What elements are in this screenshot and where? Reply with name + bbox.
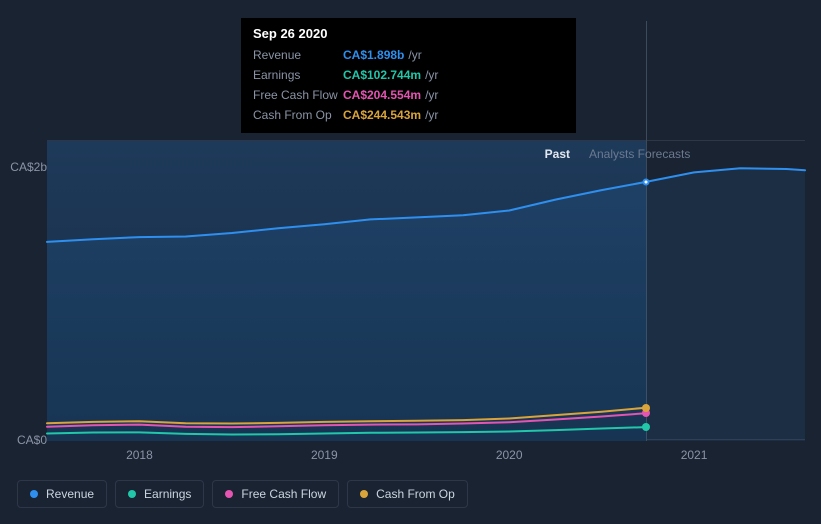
series-area-revenue [47,168,805,441]
chart-svg [47,141,805,441]
y-axis-tick-label: CA$2b [10,160,47,174]
x-axis-tick-label: 2021 [681,448,708,462]
cursor-tooltip: Sep 26 2020 RevenueCA$1.898b/yrEarningsC… [241,18,576,133]
legend-label: Earnings [144,487,191,501]
tooltip-row: RevenueCA$1.898b/yr [253,45,564,65]
legend-swatch [128,490,136,498]
tooltip-metric-label: Cash From Op [253,105,343,125]
tooltip-metric-suffix: /yr [425,65,438,85]
legend-item-cfo[interactable]: Cash From Op [347,480,468,508]
tooltip-metric-value: CA$244.543m [343,105,421,125]
financials-chart[interactable]: CA$0CA$2b Past Analysts Forecasts 201820… [17,120,805,465]
legend-swatch [225,490,233,498]
series-end-marker-cfo [642,404,650,412]
y-axis-tick-label: CA$0 [17,433,47,447]
tooltip-metric-label: Earnings [253,65,343,85]
legend-label: Revenue [46,487,94,501]
tooltip-row: Free Cash FlowCA$204.554m/yr [253,85,564,105]
tooltip-date: Sep 26 2020 [253,26,564,41]
tooltip-row: EarningsCA$102.744m/yr [253,65,564,85]
tooltip-metric-suffix: /yr [408,45,421,65]
tooltip-metric-suffix: /yr [425,105,438,125]
legend-label: Free Cash Flow [241,487,326,501]
tooltip-row: Cash From OpCA$244.543m/yr [253,105,564,125]
x-axis-tick-label: 2019 [311,448,338,462]
legend-item-fcf[interactable]: Free Cash Flow [212,480,339,508]
tooltip-metric-label: Free Cash Flow [253,85,343,105]
tooltip-metric-label: Revenue [253,45,343,65]
chart-legend: Revenue Earnings Free Cash Flow Cash From O… [17,480,468,508]
tooltip-metric-value: CA$1.898b [343,45,404,65]
legend-item-revenue[interactable]: Revenue [17,480,107,508]
cursor-marker-revenue [643,178,650,185]
legend-swatch [30,490,38,498]
legend-label: Cash From Op [376,487,455,501]
series-end-marker-earnings [642,423,650,431]
x-axis-tick-label: 2018 [126,448,153,462]
legend-swatch [360,490,368,498]
x-axis-tick-label: 2020 [496,448,523,462]
tooltip-metric-value: CA$204.554m [343,85,421,105]
tooltip-metric-suffix: /yr [425,85,438,105]
legend-item-earnings[interactable]: Earnings [115,480,204,508]
tooltip-metric-value: CA$102.744m [343,65,421,85]
plot-area[interactable]: Past Analysts Forecasts [47,140,805,440]
